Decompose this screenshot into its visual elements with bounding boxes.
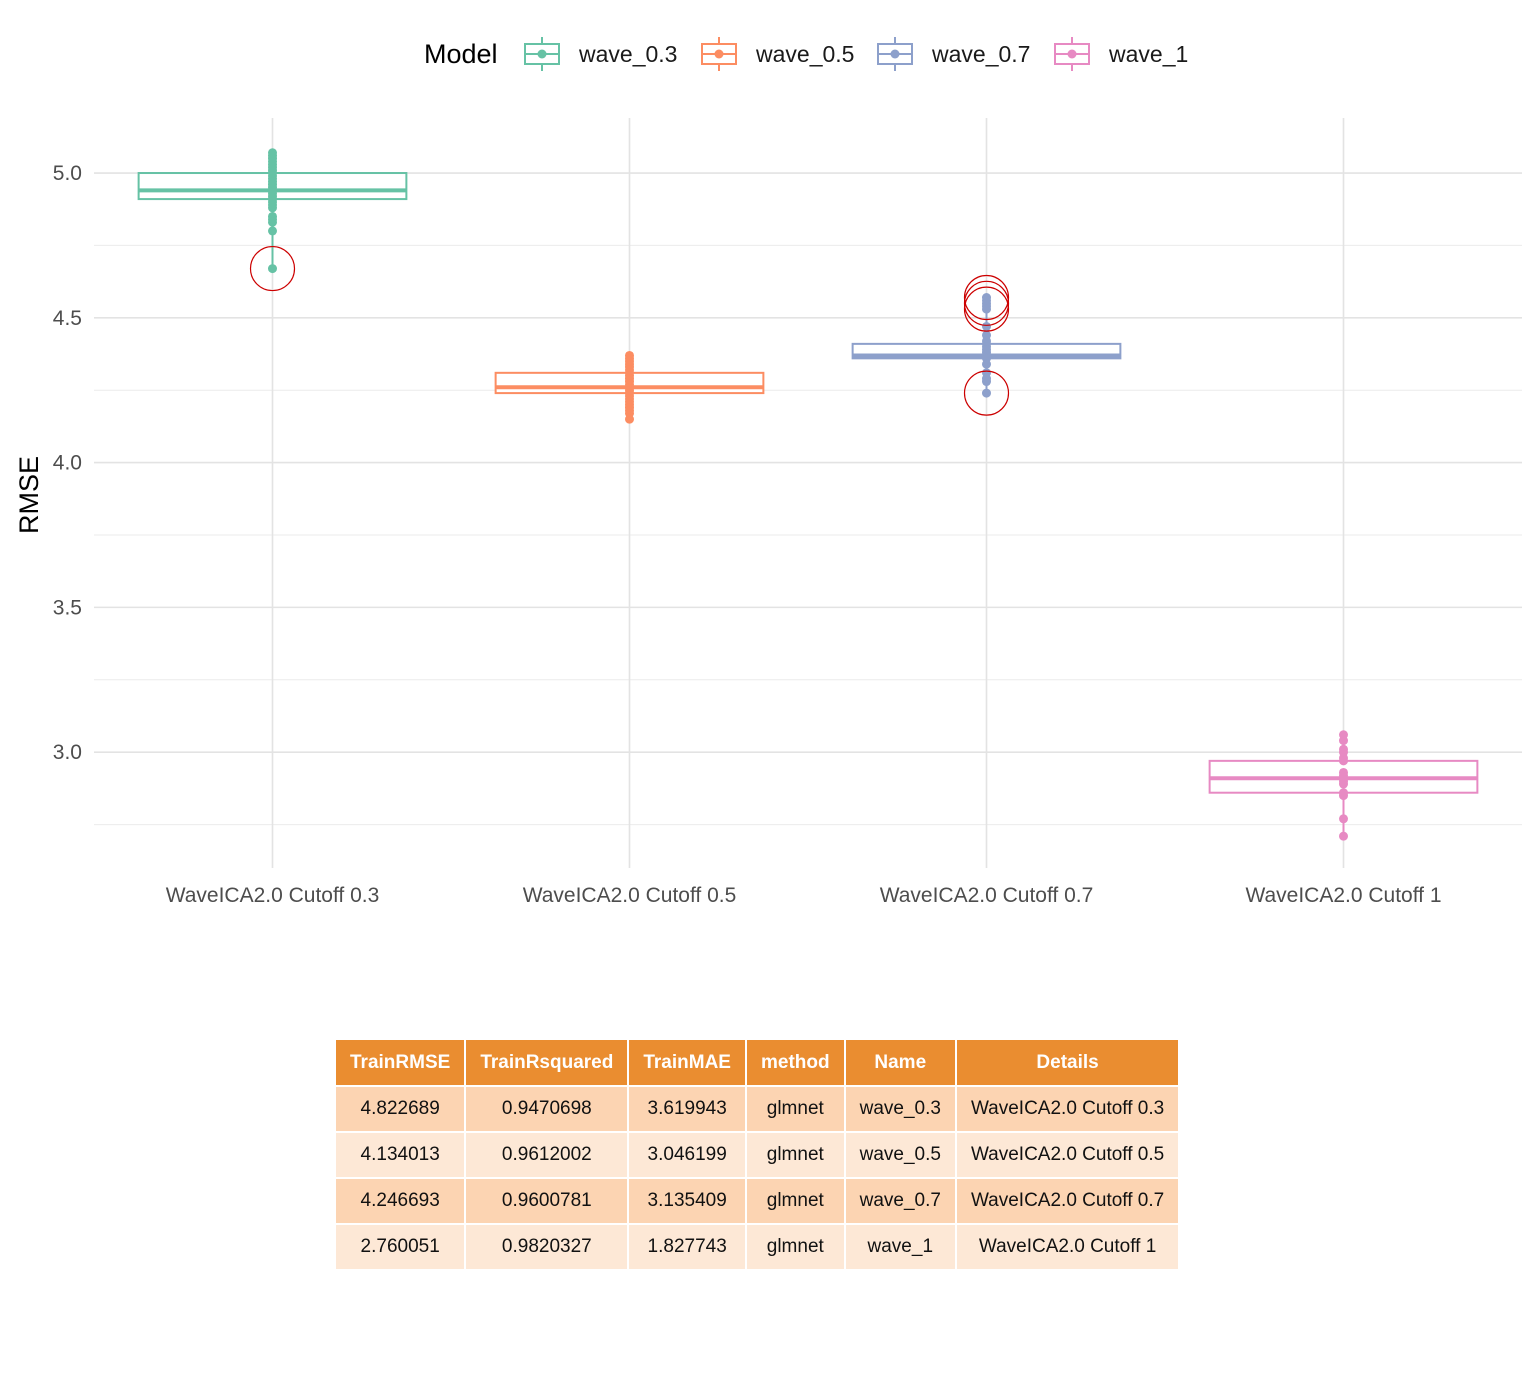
legend-title: Model <box>424 39 498 69</box>
data-point <box>268 217 277 227</box>
table-row: 4.822689 0.9470698 3.619943 glmnet wave_… <box>333 1085 1181 1133</box>
table-cell: wave_0.7 <box>843 1177 957 1225</box>
table-cell: glmnet <box>744 1085 846 1133</box>
boxplot-chart: 3.03.54.04.55.0 WaveICA2.0 Cutoff 0.3 Wav… <box>14 37 1522 907</box>
x-axis-ticks: WaveICA2.0 Cutoff 0.3 WaveICA2.0 Cutoff 0… <box>166 884 1442 907</box>
table-header-train-mae: TrainMAE <box>627 1038 747 1087</box>
table-cell: 3.619943 <box>627 1085 747 1133</box>
data-point <box>982 359 991 369</box>
outlier-highlight-circle <box>963 274 1010 321</box>
x-tick-label: WaveICA2.0 Cutoff 0.5 <box>523 884 737 907</box>
table-cell: 4.822689 <box>333 1085 467 1133</box>
y-axis-title: RMSE <box>14 456 44 534</box>
table-cell: 3.135409 <box>627 1177 747 1225</box>
table-cell: 3.046199 <box>627 1131 747 1179</box>
table-cell: 4.246693 <box>333 1177 467 1225</box>
grid-lines <box>94 118 1522 868</box>
data-point <box>1339 756 1348 766</box>
table-cell: WaveICA2.0 Cutoff 0.7 <box>954 1177 1181 1225</box>
legend-key-point <box>1067 49 1077 59</box>
legend-key-point <box>714 49 724 59</box>
data-point <box>982 321 991 331</box>
table-cell: 1.827743 <box>627 1223 747 1271</box>
data-point <box>1339 791 1348 801</box>
table-cell: 0.9612002 <box>464 1131 630 1179</box>
legend: Model wave_0.3 wave_0.5 wave_0.7 wave_1 <box>424 37 1188 71</box>
data-point <box>982 377 991 387</box>
table-cell: WaveICA2.0 Cutoff 0.3 <box>954 1085 1181 1133</box>
table-row: 4.246693 0.9600781 3.135409 glmnet wave_… <box>333 1177 1181 1225</box>
box-plots <box>137 152 1479 837</box>
outlier-highlight-circle <box>963 370 1010 416</box>
data-point <box>1339 831 1348 841</box>
table-cell: wave_0.3 <box>843 1085 957 1133</box>
data-point <box>268 203 277 213</box>
table-header-name: Name <box>843 1038 957 1087</box>
table-header-method: method <box>744 1038 846 1087</box>
data-point <box>268 226 277 236</box>
data-points <box>268 148 1348 841</box>
legend-items: wave_0.3 wave_0.5 wave_0.7 wave_1 <box>524 37 1188 71</box>
x-tick-label: WaveICA2.0 Cutoff 1 <box>1245 884 1441 907</box>
data-point <box>1339 736 1348 746</box>
table-header-row: TrainRMSE TrainRsquared TrainMAE method … <box>333 1038 1181 1087</box>
data-point <box>1339 779 1348 789</box>
data-point <box>268 264 277 274</box>
table-cell: 4.134013 <box>333 1131 467 1179</box>
table-cell: 2.760051 <box>333 1223 467 1271</box>
table-header-details: Details <box>954 1038 1181 1087</box>
table-cell: WaveICA2.0 Cutoff 1 <box>954 1223 1181 1271</box>
table-cell: 0.9600781 <box>464 1177 630 1225</box>
legend-key-point <box>890 49 900 59</box>
y-tick-label: 3.5 <box>53 596 82 619</box>
legend-key-point <box>537 49 547 59</box>
data-point <box>982 304 991 314</box>
table-cell: wave_1 <box>843 1223 957 1271</box>
legend-item-wave_1: wave_1 <box>1054 37 1188 71</box>
data-point <box>1339 814 1348 824</box>
legend-label: wave_0.7 <box>931 41 1030 67</box>
legend-label: wave_0.3 <box>578 41 677 67</box>
data-point <box>625 414 634 424</box>
table-cell: WaveICA2.0 Cutoff 0.5 <box>954 1131 1181 1179</box>
legend-item-wave_0.5: wave_0.5 <box>701 37 854 71</box>
y-tick-label: 5.0 <box>53 162 82 185</box>
data-point <box>982 388 991 398</box>
outlier-highlight-circle <box>963 280 1010 326</box>
outlier-highlight-circle <box>963 286 1010 332</box>
x-tick-label: WaveICA2.0 Cutoff 0.3 <box>166 884 380 907</box>
outlier-highlight-circle <box>249 245 296 292</box>
table-cell: 0.9470698 <box>464 1085 630 1133</box>
y-tick-label: 4.0 <box>53 452 82 475</box>
summary-table: TrainRMSE TrainRsquared TrainMAE method … <box>333 1038 1181 1271</box>
table-header-train-rmse: TrainRMSE <box>333 1038 467 1087</box>
legend-label: wave_1 <box>1108 41 1188 67</box>
legend-item-wave_0.7: wave_0.7 <box>877 37 1030 71</box>
y-tick-label: 3.0 <box>53 741 82 764</box>
legend-label: wave_0.5 <box>755 41 854 67</box>
table-cell: glmnet <box>744 1223 846 1271</box>
outlier-highlights <box>249 245 1010 416</box>
legend-item-wave_0.3: wave_0.3 <box>524 37 677 71</box>
table-row: 2.760051 0.9820327 1.827743 glmnet wave_… <box>333 1223 1181 1271</box>
table-cell: 0.9820327 <box>464 1223 630 1271</box>
y-axis-ticks: 3.0 3.5 4.0 4.5 5.0 <box>53 162 82 764</box>
table-header-train-rsquared: TrainRsquared <box>464 1038 630 1087</box>
table-cell: glmnet <box>744 1131 846 1179</box>
y-tick-label: 4.5 <box>53 307 82 330</box>
table-cell: wave_0.5 <box>843 1131 957 1179</box>
table-row: 4.134013 0.9612002 3.046199 glmnet wave_… <box>333 1131 1181 1179</box>
x-tick-label: WaveICA2.0 Cutoff 0.7 <box>880 884 1094 907</box>
table-cell: glmnet <box>744 1177 846 1225</box>
